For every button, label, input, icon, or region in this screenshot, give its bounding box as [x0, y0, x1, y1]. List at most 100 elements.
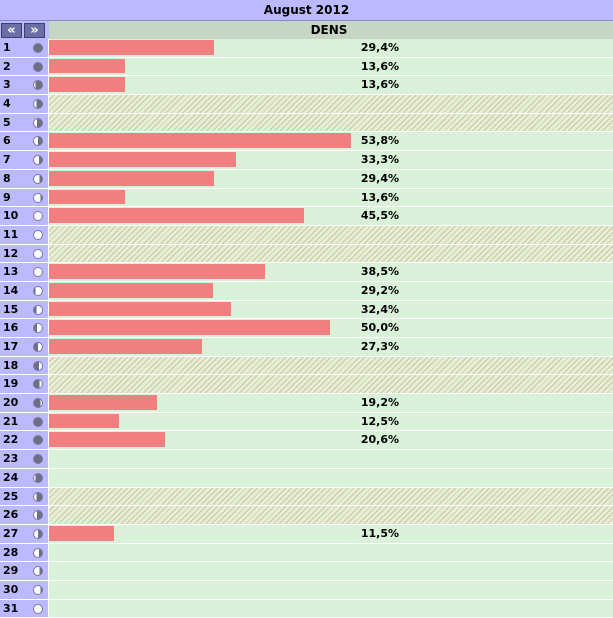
day-row[interactable]: 3 13,6%: [0, 76, 613, 96]
data-cell: [49, 468, 613, 488]
moon-phase-icon: [33, 528, 43, 539]
day-row[interactable]: 7 33,3%: [0, 151, 613, 170]
day-row[interactable]: 10 45,5%: [0, 207, 613, 226]
day-cell: 23: [0, 450, 48, 469]
day-row[interactable]: 4: [0, 95, 613, 114]
density-bar: [49, 58, 126, 74]
day-row[interactable]: 14 29,2%: [0, 281, 613, 301]
moon-phase-icon: [33, 323, 43, 334]
day-cell: 22: [0, 431, 48, 451]
day-cell: 28: [0, 543, 48, 563]
day-row[interactable]: 8 29,4%: [0, 169, 613, 189]
moon-phase-icon: [33, 136, 43, 147]
day-cell: 16: [0, 319, 48, 338]
moon-phase-icon: [33, 155, 43, 166]
data-cell: [49, 599, 613, 618]
day-row[interactable]: 9 13,6%: [0, 188, 613, 208]
density-label: 27,3%: [360, 340, 399, 353]
day-row[interactable]: 13 38,5%: [0, 263, 613, 282]
day-row[interactable]: 24: [0, 468, 613, 488]
column-header: DENS: [49, 21, 613, 39]
day-cell: 30: [0, 580, 48, 600]
day-cell: 13: [0, 263, 48, 282]
day-row[interactable]: 29: [0, 562, 613, 581]
day-row[interactable]: 31: [0, 599, 613, 618]
day-number: 4: [3, 97, 11, 111]
day-row[interactable]: 6 53,8%: [0, 132, 613, 152]
day-number: 21: [3, 414, 19, 428]
density-label: 32,4%: [360, 302, 399, 316]
day-cell: 29: [0, 562, 48, 581]
day-number: 19: [3, 377, 19, 391]
day-row[interactable]: 11: [0, 225, 613, 245]
day-number: 28: [3, 545, 19, 559]
moon-phase-icon: [33, 99, 43, 110]
density-bar: [49, 339, 203, 354]
density-label: 29,4%: [360, 171, 399, 185]
day-row[interactable]: 17 27,3%: [0, 338, 613, 357]
density-bar: [49, 432, 165, 448]
month-title: August 2012: [0, 0, 613, 21]
day-number: 26: [3, 508, 19, 522]
day-number: 7: [3, 153, 11, 167]
day-cell: 6: [0, 132, 48, 152]
data-cell: 53,8%: [49, 132, 613, 152]
data-cell-weekend: [49, 95, 613, 114]
day-row[interactable]: 5: [0, 113, 613, 133]
moon-phase-icon: [33, 192, 43, 203]
data-cell: 13,6%: [49, 57, 613, 77]
day-row[interactable]: 16 50,0%: [0, 319, 613, 338]
moon-phase-icon: [33, 248, 43, 259]
day-row[interactable]: 28: [0, 543, 613, 563]
day-number: 20: [3, 396, 19, 410]
density-label: 29,2%: [360, 283, 399, 297]
day-row[interactable]: 26: [0, 506, 613, 525]
day-cell: 9: [0, 188, 48, 208]
day-number: 13: [3, 265, 19, 279]
day-row[interactable]: 15 32,4%: [0, 300, 613, 320]
day-row[interactable]: 12: [0, 244, 613, 264]
day-row[interactable]: 2 13,6%: [0, 57, 613, 77]
moon-phase-icon: [33, 285, 43, 296]
moon-phase-icon: [33, 267, 43, 278]
moon-phase-icon: [33, 360, 43, 371]
data-cell: 19,2%: [49, 394, 613, 413]
day-row[interactable]: 25: [0, 487, 613, 507]
day-row[interactable]: 18: [0, 356, 613, 376]
day-row[interactable]: 20 19,2%: [0, 394, 613, 413]
day-row[interactable]: 22 20,6%: [0, 431, 613, 451]
data-cell: 33,3%: [49, 151, 613, 170]
moon-phase-icon: [33, 547, 43, 558]
day-row[interactable]: 30: [0, 580, 613, 600]
day-row[interactable]: 27 11,5%: [0, 524, 613, 544]
moon-phase-icon: [33, 472, 43, 483]
data-cell: 27,3%: [49, 338, 613, 357]
day-cell: 8: [0, 169, 48, 189]
data-cell: [49, 562, 613, 581]
moon-phase-icon: [33, 379, 43, 390]
data-cell: 29,4%: [49, 39, 613, 58]
data-cell-weekend: [49, 225, 613, 245]
day-cell: 26: [0, 506, 48, 525]
density-bar: [49, 395, 157, 410]
data-cell: [49, 450, 613, 469]
prev-month-button[interactable]: «: [1, 22, 22, 38]
day-row[interactable]: 23: [0, 450, 613, 469]
day-cell: 21: [0, 412, 48, 432]
day-number: 12: [3, 246, 19, 260]
double-chevron-right-icon: »: [30, 22, 39, 38]
double-chevron-left-icon: «: [7, 22, 16, 38]
day-row[interactable]: 21 12,5%: [0, 412, 613, 432]
density-label: 13,6%: [360, 59, 399, 73]
day-cell: 20: [0, 394, 48, 413]
data-cell: [49, 580, 613, 600]
day-row[interactable]: 1 29,4%: [0, 39, 613, 58]
day-cell: 19: [0, 375, 48, 395]
day-row[interactable]: 19: [0, 375, 613, 395]
data-cell: 50,0%: [49, 319, 613, 338]
next-month-button[interactable]: »: [24, 22, 45, 38]
moon-phase-icon: [33, 117, 43, 128]
density-label: 53,8%: [360, 134, 399, 148]
density-bar: [49, 133, 351, 149]
moon-phase-icon: [33, 416, 43, 427]
